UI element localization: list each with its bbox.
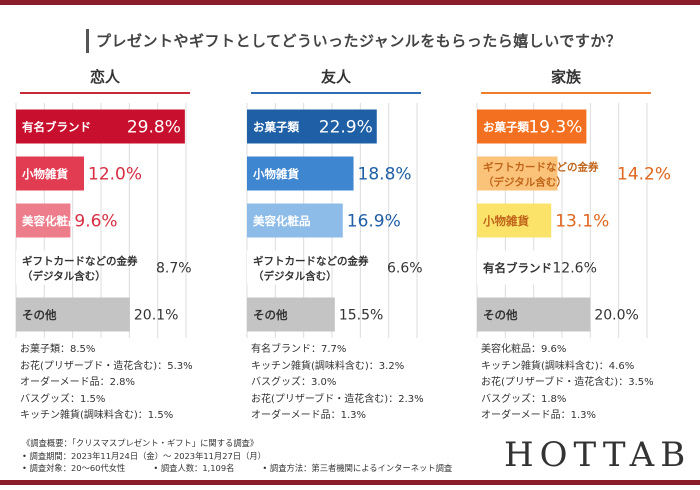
- bar-label: 小物雑貨: [252, 167, 299, 181]
- bar: [16, 203, 71, 238]
- bar-label: 美容化粧品: [22, 214, 80, 228]
- bar-label: その他: [253, 308, 288, 322]
- bar-label: 有名ブランド: [483, 261, 552, 275]
- bar-label: ギフトカードなどの金券: [483, 161, 599, 174]
- survey-meta-row: • 調査対象：20～60代女性 • 調査人数：1,109名 • 調査方法：第三者機関…: [22, 462, 452, 475]
- chart-title: プレゼントやギフトとしてどういったジャンルをもらったら嬉しいですか？: [96, 32, 622, 50]
- bar-label: その他: [483, 308, 518, 322]
- survey-title: 《調査概要：「クリスマスプレゼント・ギフト」に関する調査》: [22, 438, 259, 448]
- bar-label: 小物雑貨: [21, 167, 68, 181]
- bar: [16, 297, 130, 332]
- bar-label: その他: [22, 308, 57, 322]
- survey-target: • 調査対象：20～60代女性: [22, 463, 126, 473]
- bar-value-label: 19.3%: [528, 118, 582, 138]
- bar-label: 美容化粧品: [253, 214, 311, 228]
- others-list-family: 美容化粧品：9.6% キッチン雑貨(調味料含む)：4.6% お花(プリザーブド・…: [481, 342, 654, 425]
- group-underline-family: [481, 92, 651, 94]
- bar: [247, 203, 343, 238]
- others-item: キッチン雑貨(調味料含む)：3.2%: [251, 360, 405, 372]
- survey-method: • 調査方法：第三者機関によるインターネット調査: [262, 463, 453, 473]
- others-item: お菓子類：8.5%: [20, 344, 96, 355]
- bar-value-label: 14.2%: [617, 165, 671, 185]
- bar-value-label: 6.6%: [387, 261, 423, 277]
- others-item: オーダーメード品：1.3%: [481, 410, 597, 421]
- chart-panel-1: お菓子類 22.9% 小物雑貨 18.8% 美容化粧品 16.9% ギフトカードなどの金券 （…: [246, 103, 423, 338]
- others-item: 美容化粧品：9.6%: [481, 344, 567, 355]
- bar: [477, 203, 552, 238]
- others-item: オーダーメード品：1.3%: [251, 410, 367, 421]
- survey-footer: 《調査概要：「クリスマスプレゼント・ギフト」に関する調査》 • 調査期間：202…: [22, 437, 452, 475]
- others-item: バスグッズ：3.0%: [251, 377, 337, 388]
- bar-value-label: 12.6%: [552, 261, 596, 277]
- others-item: 有名ブランド：7.7%: [251, 344, 347, 355]
- bar-label: ギフトカードなどの金券: [22, 255, 138, 268]
- others-item: バスグッズ：1.5%: [20, 393, 106, 405]
- others-list-friend: 有名ブランド：7.7% キッチン雑貨(調味料含む)：3.2% バスグッズ：3.0…: [251, 342, 424, 425]
- bar-value-label: 29.8%: [127, 118, 181, 138]
- bar-label: 有名ブランド: [22, 120, 91, 134]
- bar: [247, 297, 335, 332]
- bar: [247, 156, 354, 191]
- others-item: オーダーメード品：2.8%: [20, 377, 136, 388]
- group-header-friend: 友人: [320, 68, 351, 86]
- bar-label: お菓子類: [253, 120, 299, 134]
- survey-count: • 調査人数：1,109名: [153, 463, 235, 473]
- group-underline-lover: [20, 92, 190, 94]
- bar: [477, 156, 558, 191]
- bar-value-label: 12.0%: [88, 165, 142, 185]
- bar-label: 小物雑貨: [482, 214, 529, 228]
- title-accent-bar: [86, 29, 89, 53]
- others-item: お花(プリザーブド・造花含む)：5.3%: [20, 360, 193, 372]
- survey-period: • 調査期間：2023年11月24日（金）～ 2023年11月27日（月）: [22, 450, 266, 461]
- bar-label: （デジタル含む）: [483, 176, 567, 189]
- bar: [16, 156, 84, 191]
- bar: [247, 250, 285, 285]
- others-item: キッチン雑貨(調味料含む)：1.5%: [20, 410, 174, 421]
- bar-value-label: 15.5%: [339, 308, 383, 324]
- others-item: キッチン雑貨(調味料含む)：4.6%: [481, 360, 635, 372]
- bar: [247, 109, 377, 144]
- bar-value-label: 13.1%: [555, 212, 609, 232]
- others-list-lover: お菓子類：8.5% お花(プリザーブド・造花含む)：5.3% オーダーメード品：…: [20, 342, 193, 425]
- group-underline-friend: [251, 92, 421, 94]
- bar-label: お菓子類: [483, 120, 529, 134]
- bar-value-label: 9.6%: [74, 212, 117, 232]
- bar-value-label: 20.1%: [134, 308, 178, 324]
- bar-value-label: 22.9%: [319, 118, 373, 138]
- group-header-family: 家族: [550, 68, 581, 86]
- bar: [477, 250, 549, 285]
- bar-label: （デジタル含む）: [253, 270, 337, 283]
- brand-logo: HOTTAB: [504, 435, 692, 475]
- bar: [477, 297, 591, 332]
- bar-value-label: 16.9%: [347, 212, 401, 232]
- bar-value-label: 20.0%: [594, 308, 638, 324]
- others-item: バスグッズ：1.8%: [481, 393, 567, 405]
- bar: [477, 109, 587, 144]
- bar: [16, 109, 185, 144]
- bar: [16, 250, 66, 285]
- others-item: お花(プリザーブド・造花含む)：2.3%: [251, 393, 424, 405]
- bar-value-label: 18.8%: [358, 165, 412, 185]
- group-header-lover: 恋人: [89, 68, 120, 86]
- bar-value-label: 8.7%: [156, 261, 192, 277]
- bar-label: （デジタル含む）: [22, 270, 106, 283]
- chart-panel-2: お菓子類 19.3% ギフトカードなどの金券 （デジタル含む） 14.2% 小物雑貨 13.…: [476, 103, 671, 338]
- bar-charts: 有名ブランド 29.8%小物雑貨 12.0%美容化粧品9.6%ギフトカードなどの金券…: [15, 103, 671, 338]
- bar-label: ギフトカードなどの金券: [253, 255, 369, 268]
- others-item: お花(プリザーブド・造花含む)：3.5%: [481, 377, 654, 388]
